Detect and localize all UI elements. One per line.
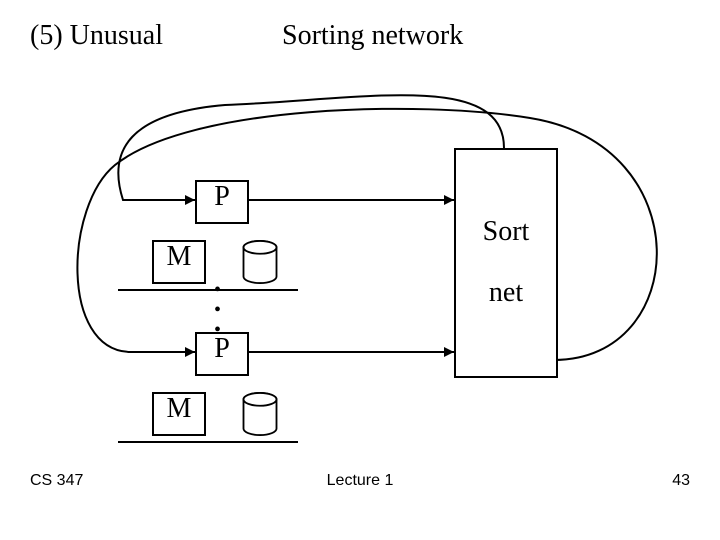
footer-page-number: 43 — [672, 472, 690, 490]
node-m1: M — [152, 240, 206, 284]
disk-icon — [240, 392, 280, 436]
sortnet-label-1: Sort — [483, 217, 530, 248]
footer-lecture: Lecture 1 — [0, 472, 720, 490]
feedback-wires — [0, 0, 720, 540]
node-p2: P — [195, 332, 249, 376]
disk-icon — [240, 240, 280, 284]
bus-line-1 — [118, 289, 298, 291]
sortnet-label-2: net — [489, 278, 523, 309]
node-p1: P — [195, 180, 249, 224]
title-left: (5) Unusual — [30, 20, 163, 52]
vertical-ellipsis: ••• — [214, 280, 221, 340]
bus-line-2 — [118, 441, 298, 443]
node-sortnet: Sort net — [454, 148, 558, 378]
node-m2: M — [152, 392, 206, 436]
title-right: Sorting network — [282, 20, 463, 52]
